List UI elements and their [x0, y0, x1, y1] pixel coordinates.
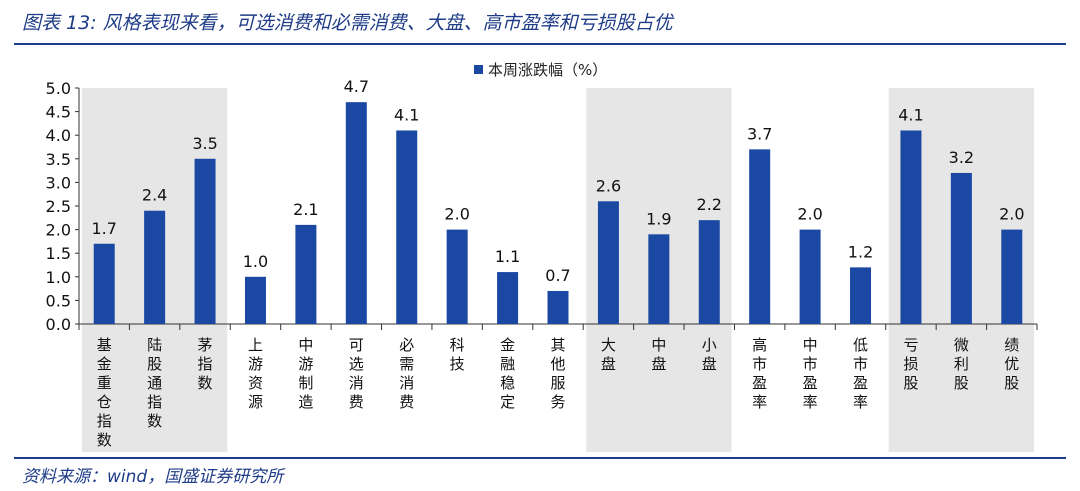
data-label: 4.7: [344, 77, 369, 96]
bar: [295, 224, 317, 324]
bar: [648, 234, 670, 324]
bar: [497, 272, 519, 324]
y-tick-label: 0.0: [46, 315, 71, 334]
data-label: 0.7: [545, 266, 570, 285]
y-tick-label: 1.5: [46, 244, 71, 263]
x-category-label: 必需消费: [399, 336, 414, 411]
bar: [597, 201, 619, 324]
x-category-label: 上游资源: [248, 336, 263, 411]
legend-label: 本周涨跌幅（%）: [488, 61, 607, 79]
bar: [799, 229, 821, 324]
x-category-label: 低市盈率: [853, 336, 868, 411]
x-category-label: 可选消费: [349, 336, 364, 411]
bar: [850, 267, 872, 324]
data-label: 1.9: [646, 209, 671, 228]
bar: [144, 210, 166, 324]
x-category-label: 小盘: [702, 336, 717, 373]
x-category-label: 中游制造: [298, 336, 313, 411]
data-label: 1.2: [848, 242, 873, 261]
data-label: 2.0: [797, 205, 822, 224]
bar: [345, 102, 367, 324]
bar: [93, 243, 115, 324]
data-label: 2.6: [596, 176, 621, 195]
bar: [900, 130, 922, 324]
x-category-label: 亏损股: [903, 336, 918, 392]
x-category-label: 茅指数: [198, 336, 213, 392]
bar: [547, 290, 569, 324]
data-label: 3.7: [747, 124, 772, 143]
y-tick-label: 1.0: [46, 268, 71, 287]
data-label: 4.1: [394, 105, 419, 124]
y-tick-label: 3.0: [46, 173, 71, 192]
x-category-label: 中市盈率: [803, 336, 818, 411]
x-category-label: 科技: [450, 336, 465, 373]
y-tick-label: 0.5: [46, 291, 71, 310]
data-label: 3.5: [192, 134, 217, 153]
x-category-label: 陆股通指数: [147, 336, 162, 430]
bar: [950, 172, 972, 324]
bar: [194, 158, 216, 324]
x-category-label: 微利股: [954, 336, 969, 392]
data-label: 2.0: [999, 205, 1024, 224]
legend-swatch: [474, 65, 483, 74]
x-category-label: 大盘: [601, 336, 616, 373]
y-tick-label: 2.0: [46, 221, 71, 240]
y-tick-label: 4.5: [46, 103, 71, 122]
x-category-label: 绩优股: [1004, 336, 1019, 392]
x-category-label: 基金重仓指数: [97, 336, 112, 449]
y-tick-label: 2.5: [46, 197, 71, 216]
x-category-label: 其他服务: [550, 336, 565, 411]
data-label: 4.1: [898, 105, 923, 124]
title-divider: [14, 43, 1066, 45]
data-label: 2.1: [293, 200, 318, 219]
bar: [396, 130, 418, 324]
figure-title: 图表 13: 风格表现来看，可选消费和必需消费、大盘、高市盈率和亏损股占优: [22, 12, 673, 34]
x-category-label: 金融稳定: [500, 336, 515, 411]
bar: [1001, 229, 1023, 324]
data-label: 1.1: [495, 247, 520, 266]
data-label: 1.7: [91, 219, 116, 238]
data-label: 3.2: [949, 148, 974, 167]
bar: [749, 149, 771, 324]
x-category-label: 中盘: [651, 336, 666, 373]
source-divider: [14, 457, 1066, 459]
bar: [446, 229, 468, 324]
data-label: 2.4: [142, 186, 167, 205]
data-label: 2.2: [697, 195, 722, 214]
source-note: 资料来源：wind，国盛证券研究所: [22, 467, 284, 487]
data-label: 2.0: [444, 205, 469, 224]
bar: [698, 220, 720, 324]
y-tick-label: 3.5: [46, 150, 71, 169]
y-tick-label: 4.0: [46, 126, 71, 145]
bar: [244, 276, 266, 324]
y-tick-label: 5.0: [46, 79, 71, 98]
x-category-label: 高市盈率: [752, 336, 767, 411]
data-label: 1.0: [243, 252, 268, 271]
